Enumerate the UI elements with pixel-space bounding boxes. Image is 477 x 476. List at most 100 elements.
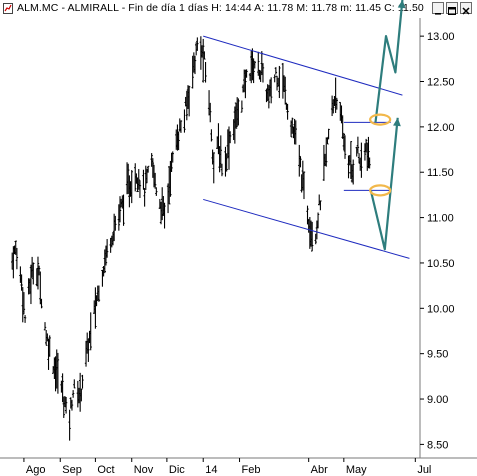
price-bar [137, 169, 140, 190]
price-bar [291, 117, 294, 134]
price-bar [237, 98, 240, 126]
price-bar [356, 136, 360, 154]
price-bar [219, 135, 222, 168]
projection-path [369, 117, 399, 251]
price-bar [234, 102, 238, 129]
price-bar [122, 194, 125, 226]
minimize-button[interactable] [432, 2, 444, 15]
price-bar [117, 204, 121, 231]
price-bar [171, 151, 174, 163]
chart-window-icon [3, 3, 13, 14]
highlight-ellipse [369, 113, 392, 126]
price-bar [364, 138, 368, 153]
price-bar [153, 172, 157, 189]
price-bar [343, 135, 347, 159]
price-bar [335, 97, 338, 110]
y-tick-label: 11.00 [427, 213, 454, 225]
price-bar [179, 120, 183, 133]
minimize-icon [435, 13, 441, 15]
price-bar [220, 163, 224, 177]
price-bar [170, 152, 173, 172]
x-tick-label: May [346, 464, 367, 476]
price-bar [87, 338, 90, 362]
price-bar [146, 165, 150, 173]
price-bar [191, 55, 194, 89]
projection-arrowhead [393, 117, 401, 127]
price-bar [302, 171, 306, 200]
price-bar [142, 169, 145, 190]
price-bar [48, 335, 51, 357]
price-bar [360, 142, 363, 178]
x-tick-label: Abr [311, 464, 328, 476]
price-bar [267, 85, 271, 109]
y-tick-label: 9.00 [427, 394, 448, 406]
price-bar [64, 397, 68, 414]
x-tick-label: Feb [242, 464, 261, 476]
price-bar [269, 77, 273, 104]
price-bar [62, 396, 65, 418]
window-title: ALM.MC - ALMIRALL - Fin de día 1 días H:… [17, 2, 424, 14]
price-bar [273, 74, 276, 83]
price-bar [294, 120, 297, 145]
price-bar [81, 374, 84, 389]
price-bar [43, 322, 47, 331]
price-bar [368, 157, 371, 169]
price-bar [61, 373, 64, 403]
price-bar [310, 221, 314, 252]
channel-line-lower [203, 198, 410, 259]
price-bar [245, 69, 248, 78]
price-bar [240, 100, 244, 113]
title-bar[interactable]: ALM.MC - ALMIRALL - Fin de día 1 días H:… [0, 0, 477, 18]
price-bar [80, 388, 83, 402]
price-bar [36, 256, 40, 290]
price-bar [252, 58, 255, 84]
price-bar [325, 137, 328, 167]
price-bar [185, 90, 189, 121]
price-bar [20, 274, 23, 291]
price-bar [228, 131, 232, 144]
price-bar [210, 129, 213, 142]
maximize-button[interactable] [446, 2, 458, 15]
price-bar [94, 287, 97, 329]
price-bar [225, 153, 228, 172]
x-tick-label: Dic [169, 464, 185, 476]
price-bar [37, 265, 41, 276]
price-bar [316, 212, 320, 229]
price-bar [89, 312, 92, 351]
price-bar [203, 51, 206, 60]
price-bar [257, 51, 260, 76]
y-tick-label: 8.50 [427, 439, 448, 451]
price-bar [114, 215, 117, 231]
price-bar [326, 137, 329, 145]
price-bar [332, 99, 335, 114]
price-bar [138, 180, 142, 198]
price-bar [209, 102, 212, 123]
price-bar [40, 298, 43, 309]
price-bar [212, 152, 215, 184]
price-bar [183, 109, 186, 133]
price-bar [46, 333, 49, 342]
price-bar [150, 153, 153, 167]
highlight-ellipse [369, 184, 392, 197]
close-icon [462, 7, 470, 15]
x-tick-label: 14 [205, 464, 217, 476]
price-bar [286, 103, 289, 120]
price-bar [253, 60, 256, 69]
price-bar [15, 247, 19, 270]
x-tick-label: Oct [97, 464, 114, 476]
price-bar [151, 158, 155, 178]
price-bar [168, 166, 171, 205]
y-tick-label: 10.50 [427, 258, 455, 270]
price-bar [347, 155, 350, 179]
price-bar [22, 292, 26, 315]
price-bar [187, 85, 191, 117]
price-bar [202, 38, 205, 83]
price-bar [196, 37, 199, 51]
price-bar [278, 65, 281, 99]
price-bar [32, 262, 35, 285]
price-bar [155, 187, 158, 196]
price-bar [177, 131, 180, 151]
close-button[interactable] [460, 2, 472, 15]
